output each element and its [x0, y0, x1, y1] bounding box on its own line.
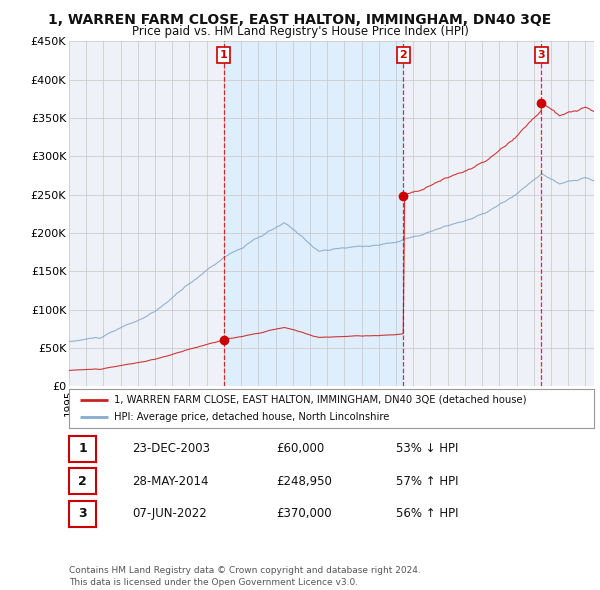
Text: Contains HM Land Registry data © Crown copyright and database right 2024.
This d: Contains HM Land Registry data © Crown c…	[69, 566, 421, 587]
Bar	[224, 41, 403, 386]
Text: HPI: Average price, detached house, North Lincolnshire: HPI: Average price, detached house, Nort…	[113, 412, 389, 422]
Text: 1, WARREN FARM CLOSE, EAST HALTON, IMMINGHAM, DN40 3QE (detached house): 1, WARREN FARM CLOSE, EAST HALTON, IMMIN…	[113, 395, 526, 405]
Text: 28-MAY-2014: 28-MAY-2014	[132, 474, 209, 488]
Text: 3: 3	[538, 50, 545, 60]
Text: 2: 2	[78, 474, 87, 488]
Text: 1, WARREN FARM CLOSE, EAST HALTON, IMMINGHAM, DN40 3QE: 1, WARREN FARM CLOSE, EAST HALTON, IMMIN…	[49, 13, 551, 27]
Text: 53% ↓ HPI: 53% ↓ HPI	[396, 442, 458, 455]
Text: Price paid vs. HM Land Registry's House Price Index (HPI): Price paid vs. HM Land Registry's House …	[131, 25, 469, 38]
Text: £60,000: £60,000	[276, 442, 324, 455]
Text: 07-JUN-2022: 07-JUN-2022	[132, 507, 207, 520]
Text: 3: 3	[78, 507, 87, 520]
Text: £370,000: £370,000	[276, 507, 332, 520]
Text: £248,950: £248,950	[276, 474, 332, 488]
Text: 1: 1	[78, 442, 87, 455]
Text: 57% ↑ HPI: 57% ↑ HPI	[396, 474, 458, 488]
Text: 23-DEC-2003: 23-DEC-2003	[132, 442, 210, 455]
Text: 1: 1	[220, 50, 227, 60]
Text: 2: 2	[400, 50, 407, 60]
Text: 56% ↑ HPI: 56% ↑ HPI	[396, 507, 458, 520]
